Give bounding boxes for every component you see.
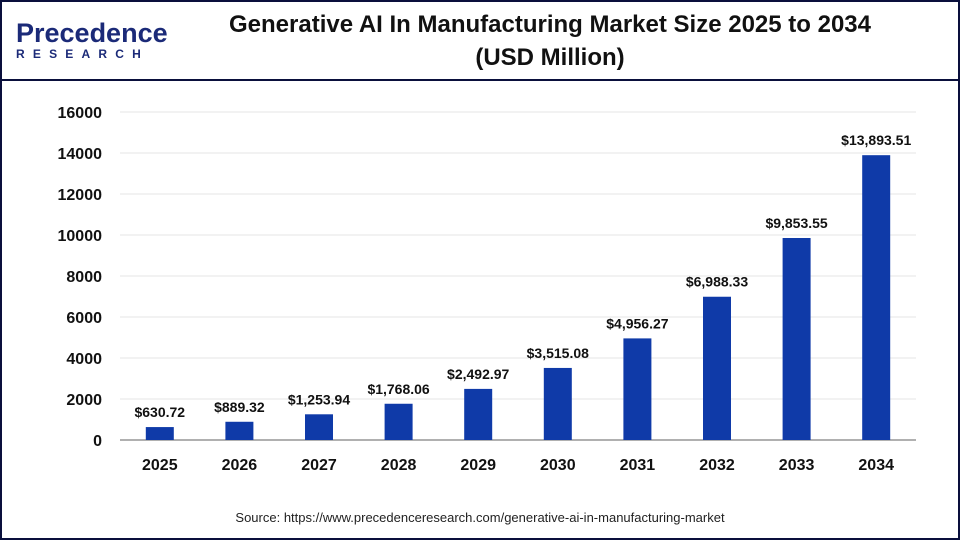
y-tick-label: 10000 [58,228,103,245]
x-tick-label: 2034 [858,457,894,474]
bar-2026 [225,421,254,440]
y-tick-label: 12000 [58,187,103,204]
bar-2030 [543,367,572,440]
logo-wordmark: Precedence [16,18,168,48]
bar-2027 [305,414,333,440]
y-tick-label: 0 [93,433,102,450]
chart-title-line1: Generative AI In Manufacturing Market Si… [229,11,871,38]
bar-2031 [623,338,652,440]
data-label-2034: $13,893.51 [841,132,911,148]
bar-2025 [145,427,174,440]
data-label-2028: $1,768.06 [367,381,429,397]
precedence-research-logo: Precedence RESEARCH [16,18,168,65]
bar-2033 [782,238,811,440]
x-tick-label: 2025 [142,457,178,474]
data-label-2027: $1,253.94 [288,391,350,407]
data-label-2029: $2,492.97 [447,366,509,382]
y-tick-label: 4000 [66,351,102,368]
source-note: Source: https://www.precedenceresearch.c… [235,510,725,525]
chart-title: Generative AI In Manufacturing Market Si… [200,8,900,74]
x-tick-label: 2032 [699,457,735,474]
x-tick-label: 2030 [540,457,576,474]
data-label-2030: $3,515.08 [527,345,589,361]
x-tick-label: 2027 [301,457,337,474]
y-tick-label: 16000 [58,105,103,122]
bar-2034 [862,155,891,440]
y-tick-label: 14000 [58,146,103,163]
x-tick-label: 2033 [779,457,815,474]
data-label-2031: $4,956.27 [606,315,668,331]
chart-title-line2: (USD Million) [475,44,625,71]
y-tick-label: 2000 [66,392,102,409]
x-tick-label: 2029 [460,457,496,474]
logo-subtext: RESEARCH [16,47,149,61]
x-tick-label: 2028 [381,457,417,474]
data-label-2032: $6,988.33 [686,274,748,290]
data-label-2033: $9,853.55 [765,215,827,231]
data-label-2025: $630.72 [134,404,185,420]
y-tick-label: 6000 [66,310,102,327]
bar-2029 [464,388,493,440]
bar-2028 [384,403,413,440]
data-label-2026: $889.32 [214,399,265,415]
x-tick-label: 2026 [222,457,258,474]
x-tick-label: 2031 [620,457,656,474]
header-divider [0,79,960,81]
bar-2032 [703,296,731,440]
y-tick-label: 8000 [66,269,102,286]
